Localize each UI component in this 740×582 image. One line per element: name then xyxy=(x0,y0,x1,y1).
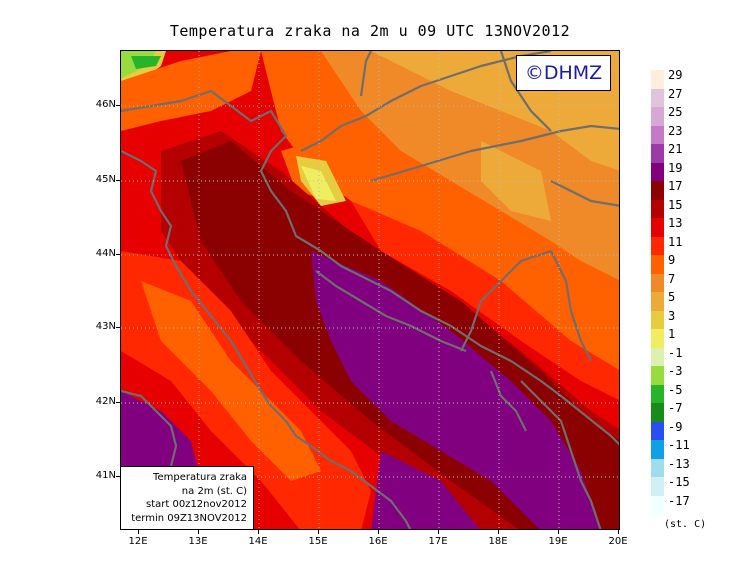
legend-swatch xyxy=(651,403,664,422)
info-box: Temperatura zraka na 2m (st. C) start 00… xyxy=(121,466,254,529)
legend-swatch xyxy=(651,458,664,477)
lat-tick xyxy=(116,327,120,328)
lat-label: 42N xyxy=(95,396,116,407)
legend-swatch xyxy=(651,181,664,200)
legend-swatch xyxy=(651,162,664,181)
legend-swatch xyxy=(651,366,664,385)
legend-swatch xyxy=(651,70,664,89)
lat-tick xyxy=(116,180,120,181)
lon-tick xyxy=(438,530,439,534)
info-line: Temperatura zraka xyxy=(153,472,247,483)
legend-label: -9 xyxy=(668,419,683,434)
legend-label: 15 xyxy=(668,197,683,212)
legend-swatch xyxy=(651,273,664,292)
legend-label: -11 xyxy=(668,438,690,452)
legend-label: 29 xyxy=(668,68,683,82)
legend-swatch xyxy=(651,107,664,126)
legend-swatch xyxy=(651,329,664,348)
legend-label: 25 xyxy=(668,105,683,119)
legend-label: 9 xyxy=(668,253,676,267)
lon-label: 15E xyxy=(308,536,328,547)
legend-label: -13 xyxy=(668,456,690,471)
legend-label: 1 xyxy=(668,327,676,341)
lon-label: 20E xyxy=(608,536,628,547)
legend-label: -5 xyxy=(668,382,683,397)
legend-swatch xyxy=(651,421,664,440)
lat-label: 45N xyxy=(95,174,116,185)
info-line: start 00z12nov2012 xyxy=(146,499,247,510)
legend-swatch xyxy=(651,310,664,329)
legend-label: 21 xyxy=(668,142,683,156)
legend-swatch xyxy=(651,292,664,311)
lon-tick xyxy=(498,530,499,534)
legend-swatch xyxy=(651,255,664,274)
lon-label: 14E xyxy=(248,536,268,547)
lon-tick xyxy=(258,530,259,534)
info-line: na 2m (st. C) xyxy=(181,485,247,497)
lat-label: 41N xyxy=(95,470,116,481)
legend-label: 5 xyxy=(668,290,676,304)
legend-unit: (st. C) xyxy=(664,519,707,530)
lon-label: 16E xyxy=(368,536,388,547)
legend-swatch xyxy=(651,477,664,496)
legend-label: 7 xyxy=(668,271,676,286)
temperature-field xyxy=(121,51,619,529)
legend-swatch xyxy=(651,199,664,218)
lon-tick xyxy=(198,530,199,534)
legend-label: -17 xyxy=(668,493,690,508)
lat-label: 43N xyxy=(95,321,116,332)
legend-swatch xyxy=(651,144,664,163)
dhmz-logo: ©DHMZ xyxy=(516,55,611,91)
info-line: termin 09Z13NOV2012 xyxy=(131,512,247,524)
legend-label: -1 xyxy=(668,345,683,360)
legend-swatch xyxy=(651,218,664,237)
lon-tick xyxy=(618,530,619,534)
lon-label: 12E xyxy=(128,536,148,547)
legend-label: -7 xyxy=(668,401,683,415)
legend-swatch xyxy=(651,440,664,459)
legend-swatch xyxy=(651,236,664,255)
legend-label: 27 xyxy=(668,86,683,101)
legend-label: 19 xyxy=(668,160,683,175)
legend-label: 3 xyxy=(668,308,676,323)
legend-label: -15 xyxy=(668,475,690,489)
lon-tick xyxy=(558,530,559,534)
lat-label: 44N xyxy=(95,248,116,259)
legend-label: -3 xyxy=(668,364,683,378)
map-title: Temperatura zraka na 2m u 09 UTC 13NOV20… xyxy=(169,22,571,40)
legend-swatch xyxy=(651,347,664,366)
legend-swatch xyxy=(651,495,664,514)
lon-tick xyxy=(378,530,379,534)
lat-tick xyxy=(116,476,120,477)
legend-swatch xyxy=(651,88,664,107)
lat-tick xyxy=(116,254,120,255)
legend-label: 11 xyxy=(668,234,683,249)
legend-swatch xyxy=(651,125,664,144)
lon-label: 19E xyxy=(548,536,568,547)
temperature-map xyxy=(120,50,620,530)
lon-tick xyxy=(138,530,139,534)
lat-tick xyxy=(116,105,120,106)
legend-label: 23 xyxy=(668,123,683,138)
lon-label: 18E xyxy=(488,536,508,547)
legend-label: 13 xyxy=(668,216,683,230)
lat-tick xyxy=(116,402,120,403)
legend-label: 17 xyxy=(668,179,683,193)
legend-swatch xyxy=(651,384,664,403)
lat-label: 46N xyxy=(95,99,116,110)
lon-tick xyxy=(318,530,319,534)
lon-label: 17E xyxy=(428,536,448,547)
lon-label: 13E xyxy=(188,536,208,547)
